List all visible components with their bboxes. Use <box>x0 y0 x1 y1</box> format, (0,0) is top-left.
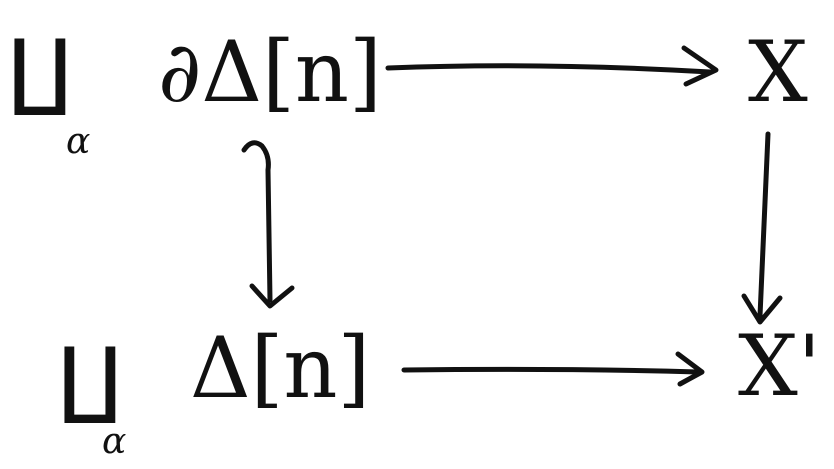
arrowhead-left <box>249 283 295 309</box>
arrowhead-right <box>741 293 783 325</box>
node-top-right: X <box>748 23 808 121</box>
coproduct-symbol: ∐ <box>58 329 122 427</box>
arrow-left-inclusion <box>241 140 273 303</box>
arrow-bottom <box>401 366 701 375</box>
node-bottom-right: X' <box>738 317 821 415</box>
arrow-right <box>757 131 771 319</box>
coproduct-index: α <box>102 421 127 462</box>
coproduct-symbol: ∐ <box>8 21 72 119</box>
simplex-label: Δ[n] <box>190 319 371 417</box>
boundary-simplex-label: ∂Δ[n] <box>158 23 382 121</box>
arrowhead-bottom <box>675 351 705 387</box>
arrow-top <box>385 63 713 75</box>
arrowhead-top <box>681 45 719 87</box>
coproduct-index: α <box>66 121 91 162</box>
